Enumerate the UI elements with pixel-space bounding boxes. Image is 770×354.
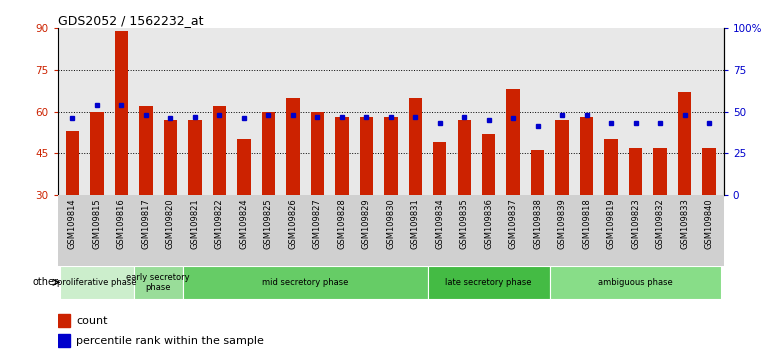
Text: GSM109819: GSM109819 xyxy=(607,198,616,249)
Bar xyxy=(182,266,427,299)
Text: GSM109839: GSM109839 xyxy=(557,198,567,249)
Bar xyxy=(335,117,349,195)
Text: GSM109834: GSM109834 xyxy=(435,198,444,249)
Bar xyxy=(213,106,226,195)
Bar xyxy=(433,142,447,195)
Bar xyxy=(164,120,177,195)
Bar xyxy=(134,266,182,299)
Bar xyxy=(531,150,544,195)
Bar xyxy=(360,117,373,195)
Text: GSM109815: GSM109815 xyxy=(92,198,102,249)
Bar xyxy=(58,334,70,347)
Text: count: count xyxy=(76,316,108,326)
Text: other: other xyxy=(32,277,59,287)
Text: GSM109827: GSM109827 xyxy=(313,198,322,249)
Text: GSM109840: GSM109840 xyxy=(705,198,714,249)
Text: GSM109826: GSM109826 xyxy=(288,198,297,249)
Text: GSM109814: GSM109814 xyxy=(68,198,77,249)
Bar xyxy=(507,89,520,195)
Text: GDS2052 / 1562232_at: GDS2052 / 1562232_at xyxy=(58,14,203,27)
Bar xyxy=(678,92,691,195)
Bar xyxy=(262,112,275,195)
Bar xyxy=(654,148,667,195)
Bar xyxy=(550,266,721,299)
Bar xyxy=(60,266,134,299)
Bar xyxy=(409,98,422,195)
Text: proliferative phase: proliferative phase xyxy=(57,278,137,287)
Bar xyxy=(58,314,70,327)
Text: GSM109828: GSM109828 xyxy=(337,198,346,249)
Text: GSM109820: GSM109820 xyxy=(166,198,175,249)
Bar xyxy=(65,131,79,195)
Text: GSM109833: GSM109833 xyxy=(680,198,689,249)
Bar xyxy=(457,120,471,195)
Bar xyxy=(384,117,397,195)
Text: GSM109836: GSM109836 xyxy=(484,198,494,249)
Bar xyxy=(286,98,300,195)
Text: percentile rank within the sample: percentile rank within the sample xyxy=(76,336,264,346)
Text: GSM109835: GSM109835 xyxy=(460,198,469,249)
Bar xyxy=(604,139,618,195)
Text: GSM109818: GSM109818 xyxy=(582,198,591,249)
Bar xyxy=(427,266,550,299)
Text: GSM109837: GSM109837 xyxy=(509,198,517,249)
Text: GSM109823: GSM109823 xyxy=(631,198,640,249)
Bar xyxy=(482,134,495,195)
Text: GSM109838: GSM109838 xyxy=(533,198,542,249)
Bar xyxy=(115,31,128,195)
Bar xyxy=(629,148,642,195)
Bar xyxy=(555,120,569,195)
Bar xyxy=(310,112,324,195)
Text: GSM109817: GSM109817 xyxy=(142,198,150,249)
Text: GSM109832: GSM109832 xyxy=(655,198,665,249)
Text: GSM109830: GSM109830 xyxy=(387,198,395,249)
Bar xyxy=(580,117,594,195)
Bar xyxy=(702,148,716,195)
Bar xyxy=(237,139,250,195)
Bar xyxy=(188,120,202,195)
Text: mid secretory phase: mid secretory phase xyxy=(262,278,348,287)
Text: GSM109831: GSM109831 xyxy=(410,198,420,249)
Text: GSM109822: GSM109822 xyxy=(215,198,224,249)
Text: GSM109821: GSM109821 xyxy=(190,198,199,249)
Text: early secretory
phase: early secretory phase xyxy=(126,273,190,292)
Bar xyxy=(139,106,152,195)
Text: GSM109816: GSM109816 xyxy=(117,198,126,249)
Text: GSM109825: GSM109825 xyxy=(264,198,273,249)
Text: ambiguous phase: ambiguous phase xyxy=(598,278,673,287)
Text: GSM109829: GSM109829 xyxy=(362,198,371,249)
Bar xyxy=(90,112,104,195)
Text: late secretory phase: late secretory phase xyxy=(446,278,532,287)
Text: GSM109824: GSM109824 xyxy=(239,198,249,249)
